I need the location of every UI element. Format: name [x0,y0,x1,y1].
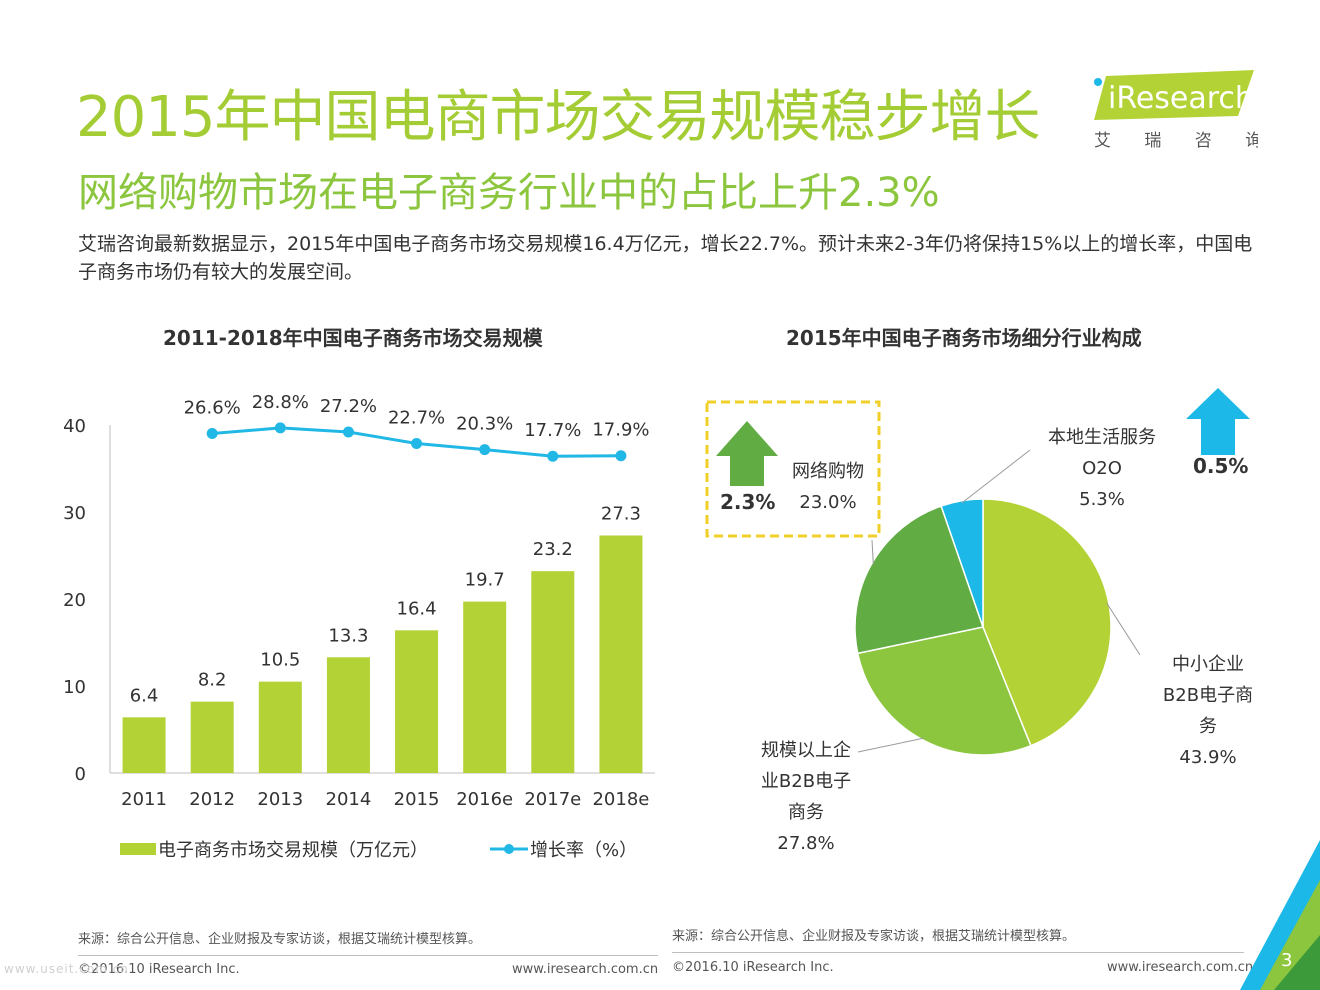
source-note-left: 来源：综合公开信息、企业财报及专家访谈，根据艾瑞统计模型核算。 [78,932,482,947]
y-tick-label: 10 [63,677,86,698]
pie-leader-line [961,449,1031,504]
growth-rate-point [411,437,423,449]
pie-slice-label: 规模以上企 [761,740,851,761]
x-tick-label: 2014 [326,789,372,810]
watermark: www.useit.com.cn [4,962,129,976]
page-title: 2015年中国电商市场交易规模稳步增长 [76,85,1041,150]
pie-slice-2 [856,626,1032,756]
growth-rate-label: 20.3% [456,414,513,435]
pie-slice-label: 本地生活服务 [1048,427,1156,448]
x-tick-label: 2013 [257,789,303,810]
y-tick-label: 0 [75,764,86,785]
bar-value-label: 6.4 [130,685,159,706]
bar-chart: 0 10 20 30 40 6.4 8.2 10.5 13.3 16.4 19.7 23.2 27.3… [63,392,655,861]
pie-slice-1 [982,498,1112,747]
x-tick-label: 2015 [394,789,440,810]
website-link-left[interactable]: www.iresearch.com.cn [512,962,659,977]
y-tick-label: 40 [63,416,86,437]
y-tick-label: 30 [63,503,86,524]
bar-value-label: 19.7 [465,570,505,591]
bar-2014 [326,657,370,773]
growth-rate-point [206,428,218,440]
pie-slice-label: 网络购物 [792,461,864,482]
source-note-right: 来源：综合公开信息、企业财报及专家访谈，根据艾瑞统计模型核算。 [672,929,1076,944]
pie-slice-value: 23.0% [799,492,856,513]
bar-chart-title: 2011-2018年中国电子商务市场交易规模 [163,326,543,350]
legend-line-marker [504,844,514,854]
x-tick-label: 2011 [121,789,167,810]
growth-rate-label: 28.8% [252,392,309,413]
growth-rate-label: 17.7% [524,420,581,441]
pie-slice-label: 业B2B电子 [761,771,851,792]
x-tick-label: 2017e [524,789,581,810]
shopping-change-label: 2.3% [720,490,775,514]
bar-2011 [122,717,166,773]
bar-value-label: 8.2 [198,670,227,691]
pie-slice-value: 43.9% [1179,747,1236,768]
logo-brand: iResearch [1108,81,1254,116]
iresearch-logo: iResearch 艾 瑞 咨 询 [1094,70,1258,151]
bar-value-label: 27.3 [601,503,641,524]
corner-darkgreen-triangle [1274,935,1320,990]
bar-2012 [190,701,234,773]
footer-divider-right [672,952,1244,953]
legend-bar-label: 电子商务市场交易规模（万亿元） [158,840,428,861]
growth-rate-label: 22.7% [388,407,445,428]
growth-rate-point [547,450,559,462]
description-text: 艾瑞咨询最新数据显示，2015年中国电子商务市场交易规模16.4万亿元，增长22… [78,233,1253,283]
x-tick-label: 2012 [189,789,235,810]
legend-line-label: 增长率（%） [530,840,637,861]
growth-rate-point [274,422,286,434]
blue-up-arrow-icon [1186,388,1250,455]
pie-slice-label: 商务 [788,802,824,823]
footer-divider-left [78,955,658,956]
bar-2015 [395,630,439,773]
website-link-right[interactable]: www.iresearch.com.cn [1107,960,1254,975]
growth-rate-point [615,450,627,462]
growth-rate-label: 26.6% [184,398,241,419]
pie-leader-line [871,539,874,565]
y-tick-label: 20 [63,590,86,611]
legend-bar-swatch [120,843,156,855]
pie-slice-3 [854,505,984,655]
page-subtitle: 网络购物市场在电子商务行业中的占比上升2.3% [78,170,940,216]
growth-rate-label: 27.2% [320,396,377,417]
pie-slice-label: 务 [1199,716,1217,737]
logo-cn: 艾 瑞 咨 询 [1094,131,1258,151]
green-up-arrow-icon [716,421,778,486]
x-tick-label: 2016e [456,789,513,810]
pie-slice-value: 5.3% [1079,489,1125,510]
logo-dot-icon [1094,78,1102,86]
pie-slice-label: 中小企业 [1172,654,1244,675]
bar-value-label: 23.2 [533,539,573,560]
growth-rate-label: 17.9% [592,420,649,441]
pie-slice-label: B2B电子商 [1163,685,1253,706]
corner-decoration [1240,840,1320,990]
copyright-right: ©2016.10 iResearch Inc. [672,960,834,975]
pie-slice-value: 27.8% [777,833,834,854]
page-number: 3 [1281,950,1293,971]
growth-rate-point [479,444,491,456]
logo-banner [1094,70,1254,120]
bar-value-label: 16.4 [397,598,437,619]
bar-value-label: 13.3 [328,625,368,646]
copyright-left: ©2016.10 iResearch Inc. [78,962,240,977]
x-tick-label: 2018e [592,789,649,810]
pie-slice-4 [940,498,984,628]
bar-2016e [463,601,507,773]
o2o-change-label: 0.5% [1193,454,1248,478]
pie-slice-label: O2O [1082,458,1122,479]
highlight-box [705,400,881,538]
bar-2018e [599,535,643,773]
pie-leader-line [1106,602,1141,656]
bar-2013 [258,681,302,773]
pie-leader-line [857,737,924,753]
pie-chart-title: 2015年中国电子商务市场细分行业构成 [786,326,1142,350]
bar-value-label: 10.5 [260,650,300,671]
growth-rate-point [342,426,354,438]
bar-2017e [531,571,575,773]
